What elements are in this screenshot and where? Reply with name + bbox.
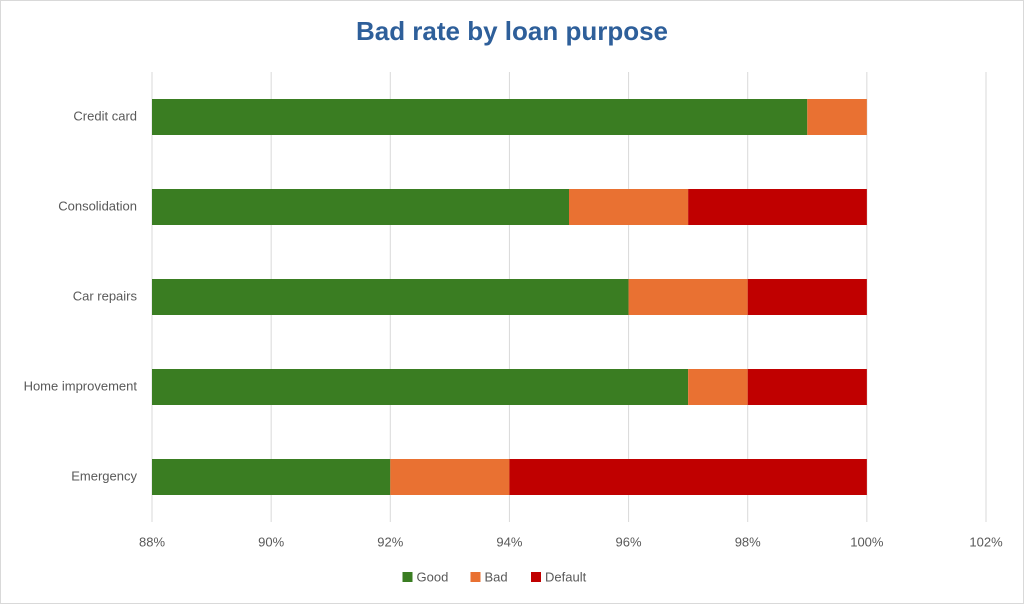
bar-segment (688, 189, 867, 225)
chart-title: Bad rate by loan purpose (356, 16, 668, 46)
x-tick-label: 96% (616, 534, 642, 549)
x-tick-label: 98% (735, 534, 761, 549)
x-tick-label: 88% (139, 534, 165, 549)
bar-segment (509, 459, 867, 495)
y-tick-label: Credit card (73, 108, 137, 123)
legend-swatch (402, 572, 413, 582)
y-tick-label: Home improvement (24, 378, 138, 393)
legend-swatch (470, 572, 481, 582)
bar-segment (688, 369, 748, 405)
x-tick-label: 92% (377, 534, 403, 549)
bar-segment (747, 279, 867, 315)
y-tick-label: Consolidation (58, 198, 137, 213)
x-tick-label: 102% (969, 534, 1003, 549)
bar-segment (390, 459, 510, 495)
x-tick-label: 90% (258, 534, 284, 549)
x-tick-label: 94% (496, 534, 522, 549)
bar-segment (152, 459, 391, 495)
legend-swatch (531, 572, 541, 582)
bar-segment (152, 279, 629, 315)
bar-segment (152, 369, 689, 405)
bar-segment (628, 279, 748, 315)
x-tick-label: 100% (850, 534, 884, 549)
bar-segment (152, 99, 808, 135)
bar-segment (152, 189, 569, 225)
legend-label: Default (545, 569, 587, 584)
y-tick-label: Emergency (71, 468, 137, 483)
y-tick-label: Car repairs (73, 288, 138, 303)
bar-segment (807, 99, 867, 135)
bar-segment (747, 369, 867, 405)
legend-label: Good (417, 569, 449, 584)
legend-label: Bad (485, 569, 508, 584)
bar-segment (569, 189, 689, 225)
